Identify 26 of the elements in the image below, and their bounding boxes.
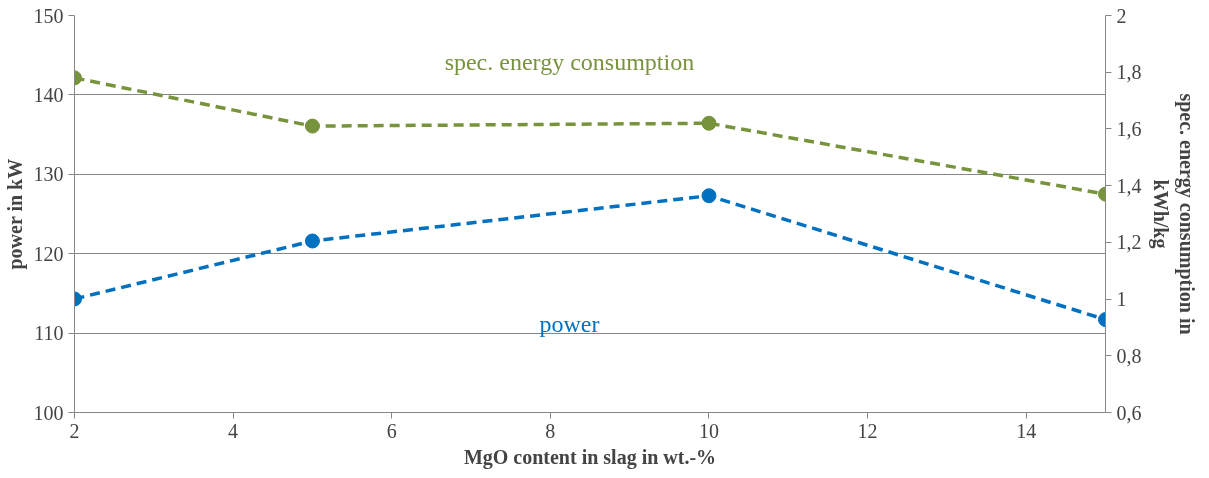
y-tick-label: 140 (33, 83, 64, 106)
y2-tick-label: 1,2 (1116, 231, 1142, 254)
x-tick-label: 10 (698, 419, 719, 442)
text: power (539, 310, 600, 337)
x-tick-label: 2 (69, 419, 80, 442)
y-axis-title: power in kW (3, 158, 27, 270)
y-tick-label: 110 (34, 322, 64, 345)
y-tick-label: 120 (33, 242, 64, 265)
y2-tick-label: 0,8 (1116, 344, 1142, 367)
y2-tick-label: 1,6 (1116, 117, 1142, 140)
x-tick-label: 14 (1016, 419, 1037, 442)
x-tick-label: 8 (545, 419, 556, 442)
y-tick-label: 100 (33, 401, 64, 424)
y2-tick-label: 1,4 (1116, 174, 1142, 197)
y-tick-label: 150 (33, 4, 64, 27)
x-tick-label: 6 (386, 419, 397, 442)
series-label: spec. energy consumption (444, 49, 695, 76)
y2-tick-label: 1,8 (1116, 61, 1142, 84)
y2-axis-title: spec. energy consumption in kWh/kg (1148, 93, 1198, 335)
y2-tick-label: 2 (1116, 4, 1127, 27)
y2-tick-label: 0,6 (1116, 401, 1142, 424)
y-tick-label: 130 (33, 163, 64, 186)
y2-tick-label: 1 (1116, 288, 1127, 311)
x-axis-title: MgO content in slag in wt.-% (463, 445, 717, 469)
x-tick-label: 12 (857, 419, 878, 442)
x-tick-label: 4 (228, 419, 239, 442)
